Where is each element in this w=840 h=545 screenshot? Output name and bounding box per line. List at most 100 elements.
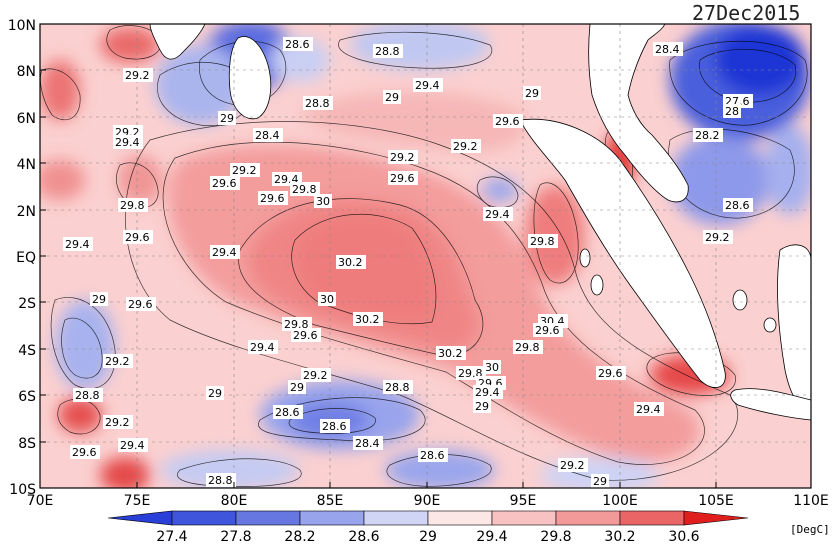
contour-label: 29.4: [212, 246, 237, 259]
lon-tick-label: 85E: [317, 493, 344, 509]
lat-tick-label: 8N: [17, 64, 36, 80]
contour-label: 29.6: [535, 324, 560, 337]
contour-label: 29.6: [598, 367, 623, 380]
colorbar-segment: [491, 510, 557, 526]
contour-label: 28.4: [655, 43, 680, 56]
colorbar-segment: [363, 510, 429, 526]
lat-tick-label: 4S: [18, 343, 36, 359]
contour-label: 28.6: [285, 38, 310, 51]
contour-label: 29.2: [705, 231, 730, 244]
contour-label: 29.6: [260, 192, 285, 205]
contour-label: 29: [92, 293, 106, 306]
colorbar-label: 29.4: [476, 529, 507, 545]
lon-tick-label: 90E: [414, 493, 441, 509]
contour-label: 29.2: [303, 369, 328, 382]
lat-tick-label: 6N: [17, 111, 36, 127]
contour-label: 29.2: [232, 164, 257, 177]
contour-label: 30.2: [438, 347, 463, 360]
contour-label: 29.4: [636, 403, 661, 416]
lat-tick-label: EQ: [16, 250, 36, 266]
lat-tick-label: 10N: [8, 18, 36, 34]
contour-label: 29.6: [72, 446, 97, 459]
contour-label: 28.2: [695, 129, 720, 142]
contour-label: 28.8: [208, 474, 233, 487]
contour-label: 29.2: [105, 416, 130, 429]
contour-label: 29.2: [125, 69, 150, 82]
date-label: 27Dec2015: [692, 1, 800, 25]
contour-label: 29.6: [293, 329, 318, 342]
lat-tick-label: 10S: [9, 482, 36, 498]
lat-axis: 10N 8N 6N 4N 2N EQ 2S 4S 6S 8S 10S: [8, 18, 36, 498]
contour-label: 29.8: [292, 183, 317, 196]
colorbar: 27.4 27.8 28.2 28.6 29 29.4 29.8 30.2 30…: [107, 510, 830, 545]
lon-tick-label: 105E: [698, 493, 734, 509]
lat-tick-label: 6S: [18, 389, 36, 405]
colorbar-segment: [171, 510, 237, 526]
lat-tick-label: 2N: [17, 204, 36, 220]
colorbar-label: 30.6: [668, 529, 699, 545]
contour-label: 29.6: [390, 172, 415, 185]
contour-label: 28.8: [305, 97, 330, 110]
contour-label: 29.6: [125, 231, 150, 244]
lon-axis: 70E 75E 80E 85E 90E 95E 100E 105E 110E: [27, 493, 829, 509]
contour-label: 28.4: [355, 437, 380, 450]
lon-tick-label: 95E: [510, 493, 537, 509]
unit-label: [DegC]: [790, 523, 830, 536]
contour-label: 29.8: [284, 318, 309, 331]
contour-label: 29.2: [390, 151, 415, 164]
colorbar-label: 29: [419, 529, 437, 545]
colorbar-label: 27.4: [156, 529, 187, 545]
contour-label: 29.6: [212, 177, 237, 190]
lon-tick-label: 80E: [221, 493, 248, 509]
colorbar-segment: [555, 510, 621, 526]
contour-label: 29: [208, 387, 222, 400]
contour-label: 29: [525, 87, 539, 100]
contour-label: 28.8: [385, 381, 410, 394]
contour-label: 28.8: [375, 45, 400, 58]
contour-label: 29: [220, 112, 234, 125]
lat-tick-label: 2S: [18, 296, 36, 312]
contour-label: 30: [320, 293, 334, 306]
contour-label: 30: [485, 361, 499, 374]
contour-label: 29.2: [560, 459, 585, 472]
contour-label: 29.4: [120, 439, 145, 452]
contour-label: 29.4: [115, 136, 140, 149]
contour-label: 28.6: [322, 420, 347, 433]
contour-label: 29: [385, 91, 399, 104]
contour-label: 29.4: [485, 208, 510, 221]
colorbar-segment: [235, 510, 301, 526]
contour-label: 29.8: [515, 341, 540, 354]
contour-label: 28.6: [420, 449, 445, 462]
colorbar-segment: [683, 510, 749, 526]
colorbar-segment: [619, 510, 685, 526]
contour-label: 29.2: [453, 140, 478, 153]
contour-label: 28.8: [75, 389, 100, 402]
colorbar-label: 29.8: [540, 529, 571, 545]
colorbar-label: 28.2: [284, 529, 315, 545]
colorbar-segment: [427, 510, 493, 526]
lon-tick-label: 70E: [27, 493, 54, 509]
colorbar-label: 27.8: [220, 529, 251, 545]
lat-tick-label: 4N: [17, 157, 36, 173]
lon-tick-label: 100E: [602, 493, 638, 509]
contour-label: 28.4: [255, 129, 280, 142]
contour-label: 29.6: [495, 115, 520, 128]
contour-label: 28.6: [275, 406, 300, 419]
contour-label: 29.2: [105, 355, 130, 368]
colorbar-segment: [107, 510, 173, 526]
lon-tick-label: 110E: [793, 493, 829, 509]
contour-label: 30: [316, 195, 330, 208]
contour-label: 29.4: [250, 341, 275, 354]
contour-label: 30.2: [338, 256, 363, 269]
contour-label: 28: [725, 105, 739, 118]
lon-tick-label: 75E: [124, 493, 151, 509]
colorbar-label: 30.2: [604, 529, 635, 545]
colorbar-segment: [299, 510, 365, 526]
contour-label: 29.8: [120, 199, 145, 212]
contour-label: 29: [475, 400, 489, 413]
contour-label: 29.8: [530, 235, 555, 248]
contour-label: 29: [290, 381, 304, 394]
contour-label: 29.4: [65, 238, 90, 251]
contour-label: 30.2: [355, 313, 380, 326]
